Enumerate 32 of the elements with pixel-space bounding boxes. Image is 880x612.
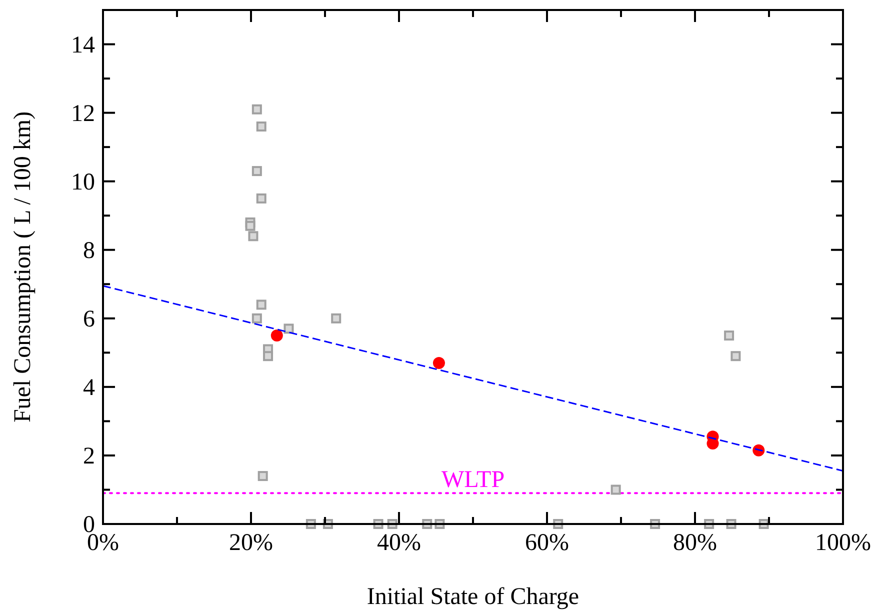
ref-line-label: WLTP	[441, 467, 505, 494]
point	[256, 122, 266, 132]
y-tick-label: 4	[83, 374, 95, 401]
point	[432, 356, 445, 369]
point	[730, 351, 741, 362]
y-tick-label: 12	[71, 100, 95, 127]
point	[263, 351, 274, 362]
point	[610, 484, 621, 495]
point	[331, 313, 342, 324]
point	[270, 330, 283, 342]
y-tick-label: 6	[83, 306, 95, 332]
point	[284, 324, 294, 334]
point	[252, 313, 262, 324]
y-tick-label: 10	[71, 169, 95, 196]
x-axis-title: Initial State of Charge	[366, 584, 580, 610]
y-axis-title: Fuel Consumption ( L / 100 km)	[10, 111, 36, 423]
point	[724, 330, 734, 341]
x-tick-label: 60%	[525, 530, 569, 556]
x-tick-label: 100%	[815, 530, 871, 556]
point	[248, 231, 258, 242]
y-tick-label: 14	[71, 32, 95, 58]
point	[252, 104, 262, 114]
point	[245, 220, 256, 231]
y-tick-label: 8	[83, 238, 95, 264]
x-tick-label: 80%	[673, 530, 717, 556]
point	[258, 471, 268, 482]
x-tick-label: 20%	[229, 530, 273, 556]
point	[256, 300, 266, 310]
y-tick-label: 2	[83, 443, 95, 470]
point	[252, 166, 262, 176]
x-tick-label: 40%	[377, 530, 421, 556]
point	[256, 193, 266, 204]
